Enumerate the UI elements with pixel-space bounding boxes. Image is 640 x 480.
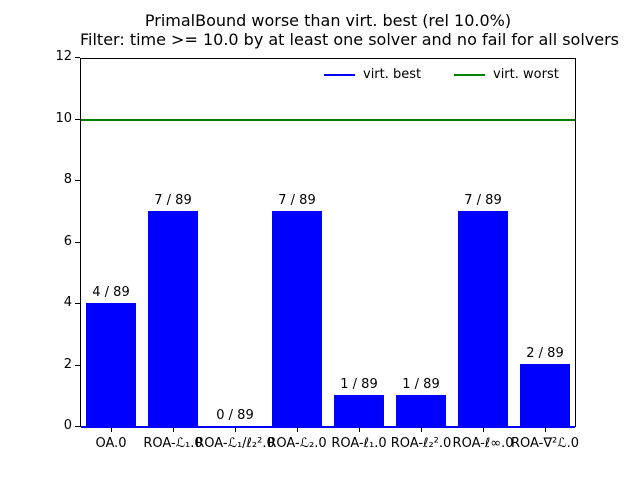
bar-ROA-ℒ₂.0: [272, 211, 322, 426]
x-tick-label: ROA-ℒ₁.0: [143, 436, 203, 451]
y-tick-mark: [75, 426, 80, 427]
y-tick-mark: [75, 303, 80, 304]
ref-line-virt-best: [81, 426, 575, 428]
ref-line-virt-worst: [81, 118, 575, 121]
y-tick-mark: [75, 118, 80, 120]
y-tick-label: 2: [63, 356, 72, 372]
x-tick-mark: [544, 427, 546, 432]
x-tick-mark: [110, 427, 112, 432]
y-tick-mark: [75, 241, 80, 243]
virt-best-line-swatch: [324, 74, 355, 76]
virt-worst-line-swatch: [454, 74, 485, 76]
legend-entry-virt-worst: virt. worst: [454, 67, 559, 83]
y-tick-mark: [75, 364, 80, 366]
bar-value-label: 1 / 89: [340, 377, 378, 392]
bar-ROA-ℓ₁.0: [334, 395, 384, 426]
x-tick-label: ROA-∇²ℒ.0: [510, 436, 579, 451]
bar-ROA-ℒ₁.0: [148, 211, 198, 426]
legend-label-virt-worst: virt. worst: [493, 67, 559, 82]
y-tick-label: 12: [55, 49, 72, 64]
plot-area: virt. best virt. worst 4 / 89 7 / 89 0 / 8…: [80, 58, 576, 428]
bar-ROA-ℓ∞.0: [458, 211, 508, 426]
bar-ROA-ℓ₂².0: [396, 395, 446, 426]
x-tick-mark: [234, 427, 236, 432]
x-tick-mark: [172, 427, 174, 432]
y-tick-label: 8: [63, 172, 72, 187]
y-tick-label: 0: [63, 418, 72, 433]
bar-value-label: 2 / 89: [526, 346, 564, 361]
x-tick-mark: [296, 427, 298, 432]
x-tick-label: ROA-ℓ∞.0: [452, 436, 514, 451]
y-tick-label: 4: [63, 295, 72, 310]
x-tick-label: ROA-ℒ₂.0: [267, 436, 327, 451]
bar-value-label: 4 / 89: [92, 285, 130, 300]
bar-OA.0: [86, 303, 136, 426]
chart-title-line1: PrimalBound worse than virt. best (rel 1…: [144, 11, 512, 30]
x-tick-mark: [358, 427, 360, 432]
y-tick-label: 10: [55, 110, 72, 126]
y-tick-mark: [75, 180, 80, 181]
legend-label-virt-best: virt. best: [363, 67, 422, 82]
y-tick-label: 6: [63, 233, 72, 249]
x-tick-label: ROA-ℒ₁/ℓ₂².0: [195, 436, 275, 451]
chart-title: PrimalBound worse than virt. best (rel 1…: [80, 11, 620, 49]
bar-value-label: 0 / 89: [216, 408, 254, 423]
bar-value-label: 7 / 89: [278, 193, 316, 208]
x-tick-mark: [420, 427, 422, 432]
bar-ROA-∇²ℒ.0: [520, 364, 570, 426]
bar-value-label: 1 / 89: [402, 377, 440, 392]
y-tick-mark: [75, 57, 80, 58]
legend-entry-virt-best: virt. best: [324, 67, 421, 83]
x-tick-mark: [482, 427, 484, 432]
x-tick-label: ROA-ℓ₂².0: [390, 436, 452, 451]
bar-value-label: 7 / 89: [464, 193, 502, 208]
bar-value-label: 7 / 89: [154, 193, 192, 208]
x-tick-label: ROA-ℓ₁.0: [331, 436, 387, 451]
chart-title-line2: Filter: time >= 10.0 by at least one sol…: [80, 30, 620, 49]
x-tick-label: OA.0: [95, 436, 127, 451]
